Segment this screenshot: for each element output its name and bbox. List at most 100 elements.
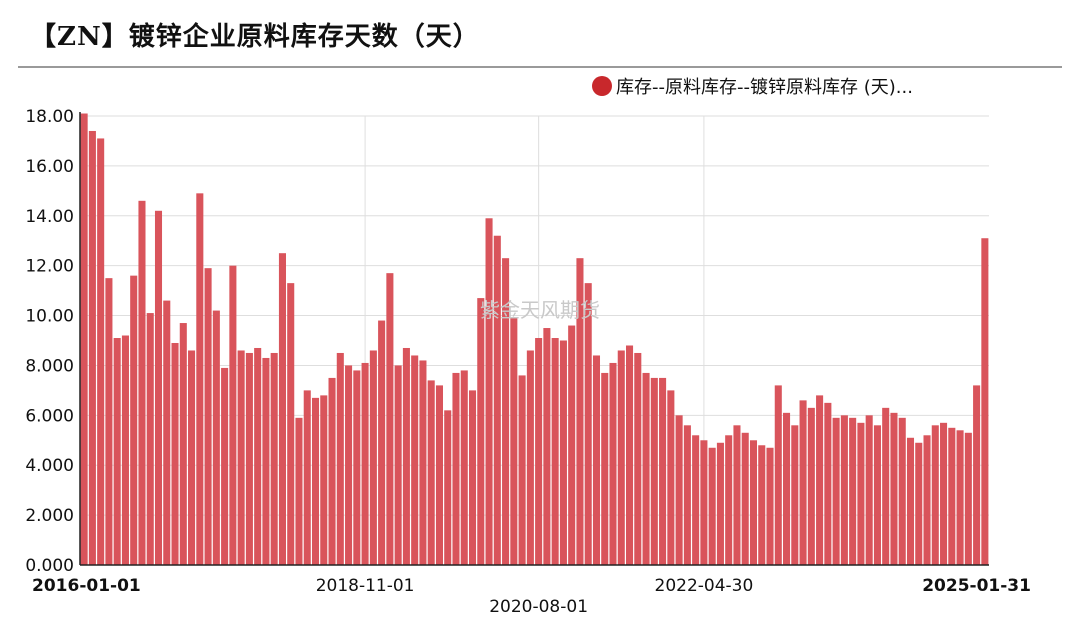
chart-legend[interactable]: 库存--原料库存--镀锌原料库存 (天)... <box>592 73 913 99</box>
bar[interactable] <box>477 298 485 565</box>
bar[interactable] <box>774 385 782 565</box>
bar[interactable] <box>890 412 898 565</box>
bar[interactable] <box>667 390 675 565</box>
bar[interactable] <box>518 375 526 565</box>
bar[interactable] <box>700 440 708 565</box>
bar[interactable] <box>849 417 857 565</box>
bar[interactable] <box>816 395 824 565</box>
bar[interactable] <box>708 447 716 565</box>
bar[interactable] <box>287 283 295 565</box>
bar[interactable] <box>791 425 799 565</box>
bar[interactable] <box>163 300 171 565</box>
bar[interactable] <box>188 350 196 565</box>
bar[interactable] <box>130 275 138 565</box>
bar[interactable] <box>88 130 96 565</box>
bar[interactable] <box>411 355 419 565</box>
bar[interactable] <box>915 442 923 565</box>
bar[interactable] <box>882 407 890 565</box>
bar[interactable] <box>121 335 129 565</box>
bar[interactable] <box>758 445 766 565</box>
bar[interactable] <box>535 338 543 565</box>
bar[interactable] <box>435 385 443 565</box>
bar[interactable] <box>353 370 361 565</box>
bar[interactable] <box>510 318 518 565</box>
bar[interactable] <box>229 265 237 565</box>
bar[interactable] <box>609 362 617 565</box>
bar[interactable] <box>345 365 353 565</box>
bar[interactable] <box>502 258 510 565</box>
bar[interactable] <box>444 410 452 565</box>
bar[interactable] <box>278 253 286 565</box>
bar[interactable] <box>964 432 972 565</box>
bar[interactable] <box>212 310 220 565</box>
bar[interactable] <box>956 430 964 565</box>
bar[interactable] <box>452 372 460 565</box>
bar[interactable] <box>295 417 303 565</box>
bar[interactable] <box>568 325 576 565</box>
bar[interactable] <box>807 407 815 565</box>
bar[interactable] <box>179 323 187 565</box>
bar[interactable] <box>584 283 592 565</box>
bar[interactable] <box>981 238 989 566</box>
bar[interactable] <box>154 210 163 566</box>
bar[interactable] <box>923 435 931 565</box>
bar[interactable] <box>221 367 229 565</box>
bar[interactable] <box>419 360 427 565</box>
bar[interactable] <box>493 235 501 566</box>
bar[interactable] <box>245 352 253 565</box>
bar[interactable] <box>873 425 881 565</box>
bar[interactable] <box>237 350 245 565</box>
bar[interactable] <box>543 328 551 565</box>
bar[interactable] <box>468 390 477 565</box>
bar[interactable] <box>559 340 567 566</box>
bar[interactable] <box>940 422 948 565</box>
bar[interactable] <box>196 193 204 565</box>
bar[interactable] <box>526 350 534 565</box>
bar[interactable] <box>617 350 625 565</box>
bar[interactable] <box>336 352 344 565</box>
bar[interactable] <box>601 372 609 565</box>
bar[interactable] <box>840 415 848 565</box>
bar[interactable] <box>626 345 634 565</box>
bar[interactable] <box>642 372 650 565</box>
bar[interactable] <box>675 415 683 565</box>
bar[interactable] <box>262 357 270 565</box>
bar[interactable] <box>551 338 559 565</box>
bar[interactable] <box>303 390 311 565</box>
bar[interactable] <box>254 347 262 565</box>
bar[interactable] <box>906 437 915 565</box>
bar[interactable] <box>766 447 774 565</box>
bar[interactable] <box>204 268 212 565</box>
bar[interactable] <box>171 342 179 565</box>
bar[interactable] <box>692 435 700 565</box>
bar[interactable] <box>97 138 105 565</box>
bar[interactable] <box>320 395 328 565</box>
bar[interactable] <box>898 417 906 565</box>
bar[interactable] <box>80 113 88 565</box>
bar[interactable] <box>931 425 939 565</box>
bar[interactable] <box>394 365 402 565</box>
bar[interactable] <box>634 352 642 565</box>
bar[interactable] <box>369 350 377 565</box>
bar[interactable] <box>311 397 320 565</box>
bar[interactable] <box>741 432 749 565</box>
bar[interactable] <box>576 258 584 565</box>
bar[interactable] <box>402 347 410 565</box>
bar[interactable] <box>592 355 601 565</box>
bar[interactable] <box>328 377 336 565</box>
bar[interactable] <box>749 440 758 565</box>
bar[interactable] <box>361 362 369 565</box>
bar[interactable] <box>865 415 873 565</box>
bar[interactable] <box>799 400 807 565</box>
bar[interactable] <box>716 442 724 565</box>
bar[interactable] <box>783 412 791 565</box>
bar[interactable] <box>138 200 146 565</box>
bar[interactable] <box>857 422 865 565</box>
bar[interactable] <box>113 338 121 565</box>
bar[interactable] <box>973 385 981 565</box>
bar[interactable] <box>948 427 956 565</box>
bar[interactable] <box>824 402 832 565</box>
bar[interactable] <box>386 273 394 565</box>
bar[interactable] <box>105 278 113 565</box>
bar[interactable] <box>683 425 691 565</box>
